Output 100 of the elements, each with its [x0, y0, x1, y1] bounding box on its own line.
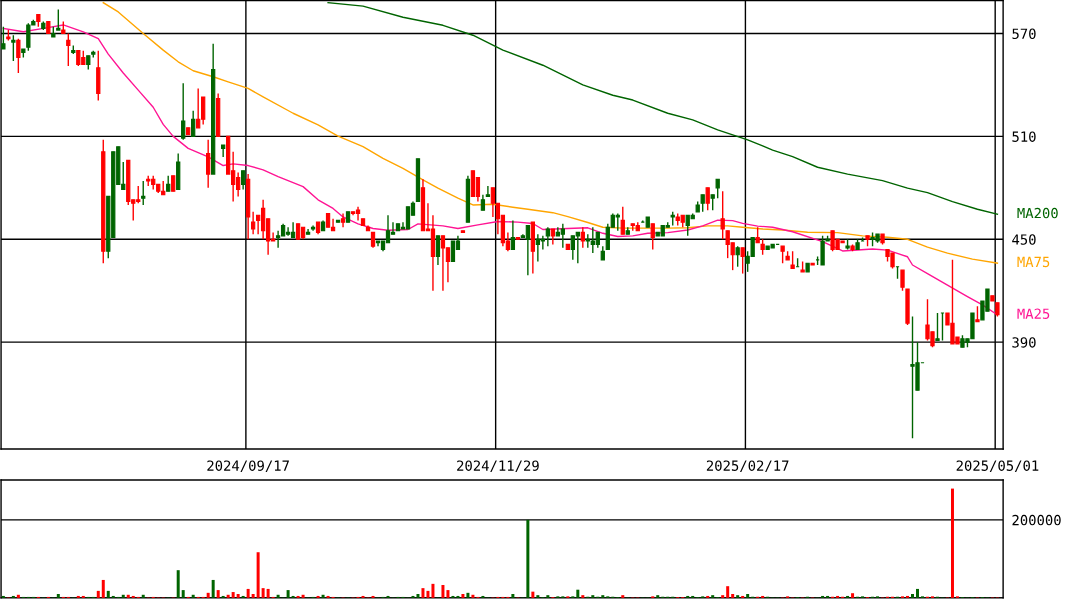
candlestick [405, 206, 411, 230]
candlestick [485, 185, 491, 198]
bar [141, 594, 145, 598]
candlestick [221, 144, 226, 158]
candlestick [206, 139, 211, 189]
bar [256, 552, 260, 598]
line-series [102, 1, 999, 264]
candlestick [620, 206, 625, 235]
candlestick [740, 247, 745, 275]
bar [231, 592, 235, 598]
candlestick [540, 235, 546, 251]
bar [546, 595, 550, 598]
candlestick [935, 312, 940, 342]
bar [16, 594, 20, 598]
candlestick [525, 224, 531, 276]
bar [226, 594, 230, 598]
bar [526, 519, 530, 598]
candlestick [435, 235, 441, 266]
bar [591, 595, 595, 598]
bar [601, 595, 605, 598]
bar [746, 594, 750, 598]
candlestick [196, 87, 201, 129]
candlestick [141, 180, 146, 206]
bar [431, 583, 435, 598]
bar [216, 590, 220, 598]
bar [711, 595, 715, 598]
series-label: MA75 [1017, 256, 1050, 268]
bar [251, 594, 255, 598]
candlestick [240, 169, 246, 191]
bar [106, 590, 110, 598]
candlestick [715, 178, 720, 199]
bar [261, 588, 265, 598]
bar [511, 594, 515, 598]
candlestick [735, 245, 740, 268]
bar [466, 592, 470, 598]
candlestick [16, 37, 21, 74]
bar [471, 594, 475, 598]
bar [576, 589, 580, 598]
bar [581, 595, 585, 598]
bar [911, 594, 915, 598]
bar [101, 579, 105, 598]
bar [96, 590, 100, 598]
y-tick-label: 570 [1012, 28, 1036, 40]
bar [176, 570, 180, 598]
candlestick [285, 226, 291, 237]
bar [236, 594, 240, 598]
y-tick-label: 450 [1012, 234, 1036, 245]
bar [656, 595, 660, 598]
candlestick [181, 82, 186, 141]
candlestick [450, 240, 456, 263]
candlestick [510, 219, 516, 251]
bar [721, 595, 725, 598]
bar [446, 590, 450, 598]
series-label: MA25 [1017, 308, 1050, 319]
bar [851, 593, 855, 598]
candlestick [66, 32, 71, 67]
bar [211, 579, 215, 598]
candlestick [535, 233, 541, 263]
candlestick [11, 34, 16, 62]
bar [321, 594, 325, 598]
bar [461, 594, 465, 598]
candlestick [490, 187, 496, 218]
bar [121, 594, 125, 598]
bar [731, 594, 735, 598]
bar [421, 588, 425, 598]
bar [266, 588, 270, 598]
line-series [327, 1, 999, 215]
candlestick [545, 226, 551, 247]
candlestick [235, 171, 241, 198]
bar [206, 592, 210, 598]
bar [276, 594, 280, 598]
bar [416, 594, 420, 598]
candlestick [1, 25, 6, 50]
candlestick [560, 223, 565, 249]
candlestick [290, 221, 296, 239]
bar [181, 590, 185, 598]
bar [301, 594, 305, 598]
x-tick-label: 2024/11/29 [457, 460, 539, 473]
candlestick [250, 211, 256, 235]
bar [726, 586, 730, 598]
candlestick [705, 187, 710, 211]
candlestick [720, 190, 725, 240]
x-tick-label: 2024/09/17 [207, 460, 289, 473]
candlestick [56, 8, 61, 31]
bar [950, 488, 954, 598]
bar [426, 590, 430, 598]
candlestick [260, 199, 266, 240]
bar [441, 585, 445, 598]
x-tick-label: 2025/02/17 [706, 460, 789, 473]
candlestick [650, 223, 655, 251]
candlestick [580, 226, 585, 249]
bar [916, 588, 919, 598]
bar [621, 595, 625, 598]
y-tick-label: 200000 [1012, 514, 1061, 526]
bar [536, 595, 540, 598]
bar [246, 588, 250, 598]
series-label: MA200 [1017, 207, 1058, 219]
candlestick [191, 109, 196, 138]
bar [531, 591, 535, 598]
candlestick [900, 269, 905, 292]
